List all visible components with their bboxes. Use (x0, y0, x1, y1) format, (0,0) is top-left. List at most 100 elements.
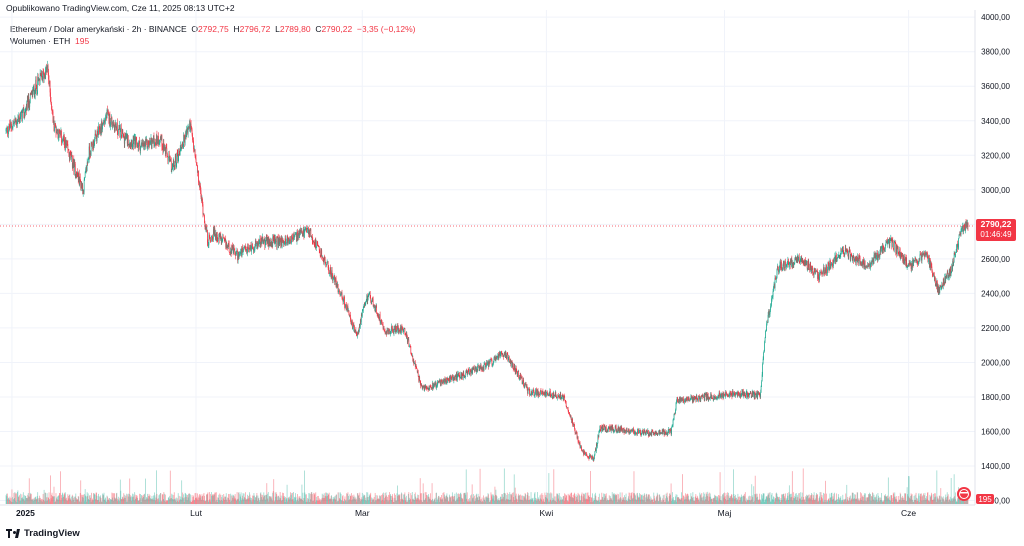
volume-bar (594, 494, 596, 504)
candle-body (41, 73, 42, 77)
candle-body (87, 162, 89, 164)
volume-bar (768, 492, 770, 504)
volume-bar (544, 501, 545, 504)
candle-body (167, 156, 169, 161)
volume-bar (368, 494, 370, 504)
candle-body (632, 428, 634, 430)
volume-bar (33, 497, 35, 504)
volume-bar (194, 499, 195, 504)
volume-bar (757, 499, 759, 504)
candle-body (696, 395, 698, 399)
candle-body (84, 177, 86, 180)
candle-body (379, 314, 380, 321)
volume-bar (804, 499, 806, 504)
volume-bar (456, 499, 458, 504)
candle-body (371, 300, 373, 304)
candle-body (540, 390, 541, 395)
volume-bar (504, 493, 506, 504)
candle-body (201, 198, 203, 201)
volume-bar (273, 501, 275, 504)
volume-bar (936, 496, 938, 504)
candle-body (549, 390, 551, 396)
volume-bar (888, 498, 890, 504)
volume-bar (469, 498, 471, 504)
volume-bar (372, 500, 374, 504)
candle-body (97, 133, 99, 136)
candle-body (682, 398, 684, 401)
volume-bar (29, 492, 31, 504)
candle-body (644, 429, 646, 432)
volume-bar (613, 493, 615, 504)
volume-bar (283, 497, 285, 504)
volume-bar (493, 494, 494, 504)
volume-bar (951, 500, 953, 504)
volume-bar (601, 496, 603, 504)
volume-bar (227, 497, 229, 504)
volume-bar (832, 499, 833, 504)
volume-bar (76, 499, 78, 504)
volume-bar (798, 493, 800, 504)
candle-body (222, 236, 224, 239)
volume-bar (97, 499, 99, 504)
volume-bar (887, 498, 889, 504)
candle-body (556, 397, 558, 399)
candle-body (405, 334, 407, 337)
volume-bar (632, 497, 634, 504)
volume-bar (401, 493, 403, 504)
volume-bar (843, 501, 845, 504)
volume-bar (122, 498, 124, 504)
volume-bar (304, 494, 306, 504)
candle-body (613, 430, 615, 432)
candle-body (533, 389, 534, 392)
volume-bar (887, 477, 889, 504)
volume-bar (91, 500, 93, 504)
candle-body (356, 333, 358, 337)
volume-bar (560, 499, 562, 504)
candle-body (686, 396, 688, 401)
candle-body (109, 114, 110, 124)
candle-body (570, 416, 571, 417)
volume-bar (123, 493, 125, 504)
candles (5, 60, 969, 462)
candle-body (101, 121, 102, 134)
candle-body (718, 395, 719, 399)
volume-bar (230, 493, 232, 504)
volume-bar (782, 494, 784, 504)
candle-body (224, 239, 226, 240)
candle-body (400, 327, 401, 332)
volume-bar (93, 493, 95, 504)
candle-body (334, 275, 335, 283)
candle-body (92, 140, 94, 149)
volume-bar (268, 496, 270, 504)
candle-body (442, 381, 444, 383)
volume-bar (473, 494, 475, 504)
volume-bar (58, 495, 59, 504)
candle-body (446, 382, 448, 384)
volume-bar (64, 492, 66, 504)
candle-body (685, 398, 687, 402)
volume-bar (25, 496, 27, 504)
volume-bar (152, 498, 154, 504)
volume-bar (436, 492, 437, 504)
volume-bar (327, 495, 329, 504)
candle-body (427, 387, 429, 390)
volume-bar (102, 495, 104, 504)
volume-bar (328, 492, 330, 504)
volume-bar (777, 496, 778, 504)
volume-bar (429, 498, 431, 504)
candle-body (331, 270, 333, 276)
volume-bar (600, 500, 602, 504)
candle-body (335, 278, 336, 279)
volume-bar (746, 500, 748, 504)
candle-body (524, 383, 525, 388)
candle-body (160, 136, 162, 140)
volume-bar (351, 493, 352, 504)
candle-body (729, 391, 731, 395)
volume-bar (633, 493, 634, 504)
volume-bar (629, 499, 630, 504)
volume-bar (717, 496, 719, 504)
volume-bar (514, 500, 516, 504)
volume-bar (413, 499, 415, 504)
volume-bar (702, 496, 704, 504)
